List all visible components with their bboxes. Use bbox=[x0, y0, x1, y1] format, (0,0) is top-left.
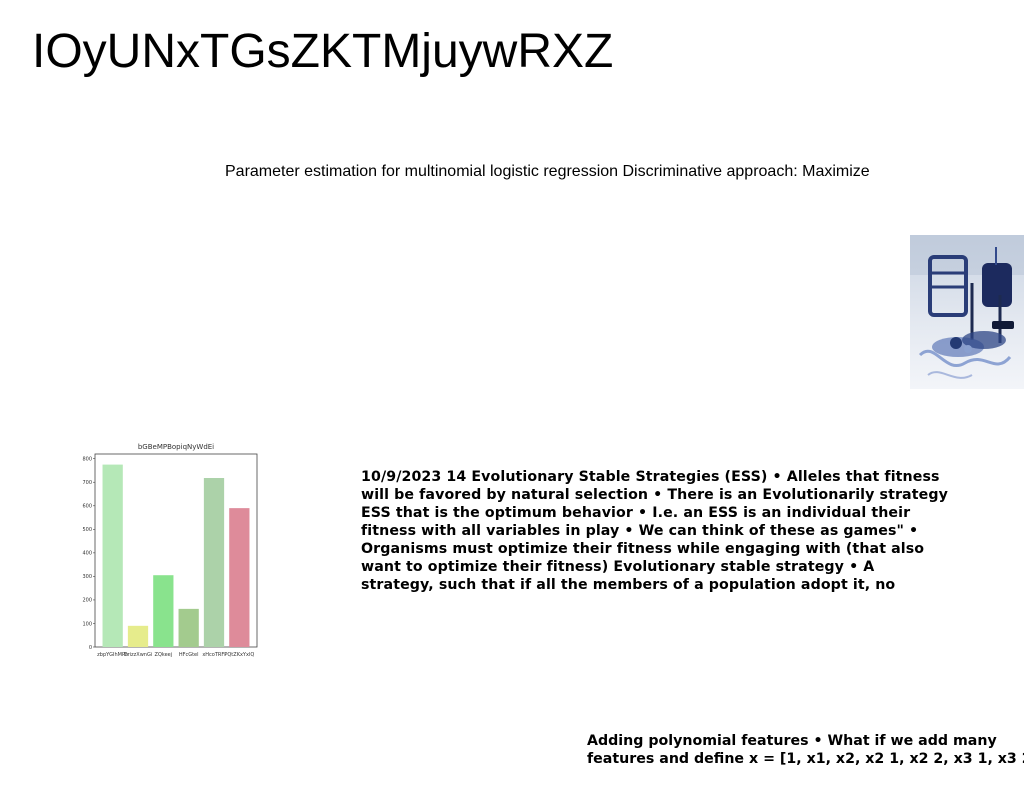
bar-zbpYGIhMPh bbox=[102, 464, 123, 647]
photo-illustration bbox=[910, 235, 1024, 389]
bar-chart: bGBeMPBopiqNyWdEi 0 100 200 300 400 500 600 700… bbox=[78, 438, 268, 663]
bar-HFcGtel bbox=[178, 608, 199, 647]
polynomial-features-line-2: features and define x = [1, x1, x2, x2 1… bbox=[587, 751, 1024, 767]
still-life-photo-icon bbox=[910, 235, 1024, 389]
slide-subtitle: Parameter estimation for multinomial log… bbox=[225, 163, 870, 180]
bar-xHcoTRFl bbox=[203, 478, 225, 647]
ess-text-block: 10/9/2023 14 Evolutionary Stable Strateg… bbox=[361, 469, 948, 593]
y-tick-label: 800 bbox=[82, 457, 92, 463]
bar-chart-svg: bGBeMPBopiqNyWdEi 0 100 200 300 400 500 600 700… bbox=[82, 443, 258, 658]
bar-DrizzXwnGi bbox=[127, 625, 149, 647]
y-tick-label: 200 bbox=[82, 598, 92, 604]
polynomial-features-line-1: Adding polynomial features • What if we … bbox=[587, 733, 997, 749]
y-tick-label: 400 bbox=[82, 551, 92, 557]
plot-area-frame bbox=[94, 453, 258, 648]
page-title: IOyUNxTGsZKTMjuywRXZ bbox=[32, 25, 614, 78]
x-tick-label: DrizzXwnGi bbox=[124, 652, 153, 658]
y-tick-label: 0 bbox=[89, 645, 92, 651]
x-tick-label: ZQkeej bbox=[155, 652, 173, 658]
polynomial-features-text: Adding polynomial features • What if we … bbox=[587, 732, 1024, 768]
x-tick-label: xHcoTRFl bbox=[202, 652, 225, 658]
chart-title: bGBeMPBopiqNyWdEi bbox=[138, 443, 214, 451]
x-tick-label: HFcGtel bbox=[179, 652, 199, 658]
y-tick-label: 600 bbox=[82, 504, 92, 510]
y-tick-label: 700 bbox=[82, 480, 92, 486]
x-tick-label: zbpYGIhMPh bbox=[97, 652, 128, 658]
y-tick-label: 500 bbox=[82, 527, 92, 533]
y-tick-label: 100 bbox=[82, 621, 92, 627]
x-tick-label: PQtZKxYxlQ bbox=[224, 652, 254, 658]
y-tick-label: 300 bbox=[82, 574, 92, 580]
bar-PQtZKxYxlQ bbox=[229, 508, 250, 647]
bar-ZQkeej bbox=[153, 575, 174, 647]
